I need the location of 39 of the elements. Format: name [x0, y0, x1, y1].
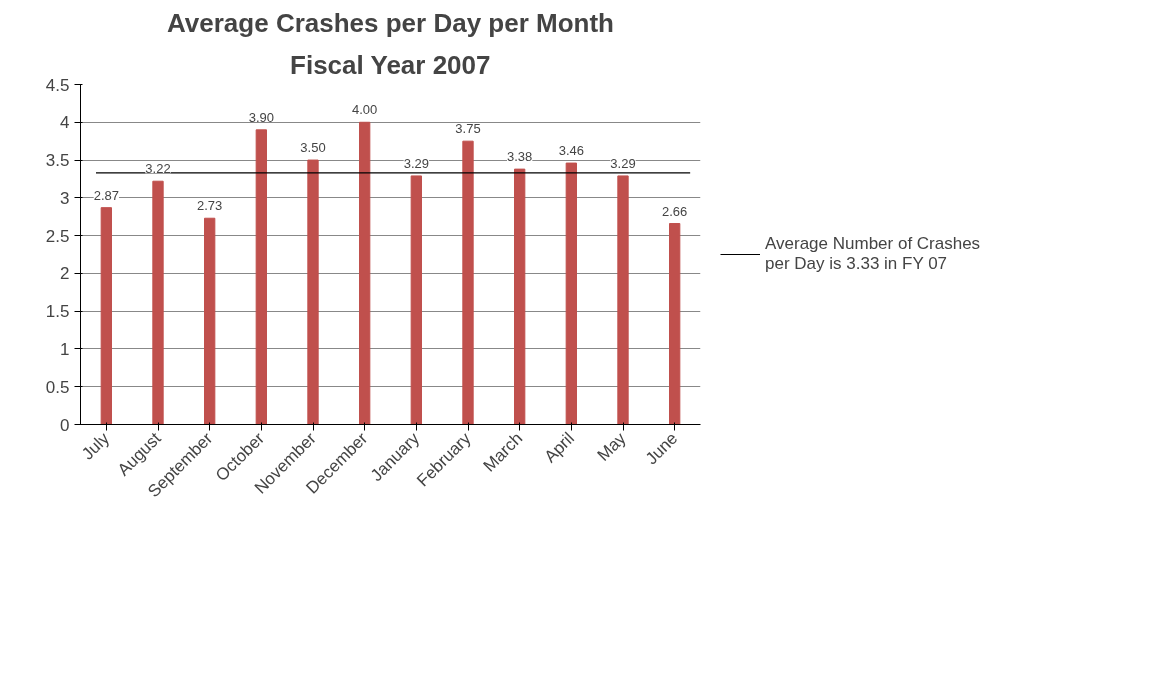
data-label: 2.73 [197, 198, 223, 214]
chart-subtitle: Fiscal Year 2007 [290, 49, 491, 80]
bar [565, 162, 577, 425]
data-label: 3.75 [455, 121, 481, 137]
data-label: 4.00 [352, 102, 378, 118]
y-tick-label: 1 [60, 339, 70, 359]
y-tick-label: 4 [60, 113, 70, 133]
bar [307, 159, 319, 425]
bar [100, 207, 112, 425]
bar [669, 223, 681, 425]
y-tick-label: 1.5 [45, 302, 70, 322]
data-label: 2.87 [93, 187, 119, 203]
legend-label: Average Number of Crashes per Day is 3.33 in FY 07 [765, 234, 981, 274]
data-label: 3.46 [558, 143, 584, 159]
bar [204, 217, 216, 425]
data-label: 3.50 [300, 140, 326, 156]
bar [514, 168, 526, 425]
bar [359, 121, 371, 425]
y-tick-label: 3 [60, 188, 70, 208]
data-label: 3.29 [610, 155, 636, 171]
data-label: 3.29 [403, 155, 429, 171]
y-tick-label: 0.5 [45, 377, 70, 397]
y-tick-label: 2.5 [45, 226, 70, 246]
bar [462, 140, 474, 425]
y-tick-label: 3.5 [45, 151, 70, 171]
y-tick-label: 2 [60, 264, 70, 284]
bar [255, 129, 267, 425]
data-label: 3.38 [507, 149, 533, 165]
data-label: 3.90 [248, 109, 274, 125]
bar [152, 180, 164, 425]
chart-title: Average Crashes per Day per Month [167, 7, 614, 38]
x-tick-label: July [78, 428, 114, 464]
y-tick-label: 4.5 [45, 75, 70, 95]
data-label: 3.22 [145, 161, 171, 177]
y-tick-label: 0 [60, 415, 70, 435]
bar [617, 175, 629, 425]
data-label: 2.66 [662, 203, 688, 219]
bar [410, 175, 422, 425]
x-tick-label: May [593, 428, 631, 465]
